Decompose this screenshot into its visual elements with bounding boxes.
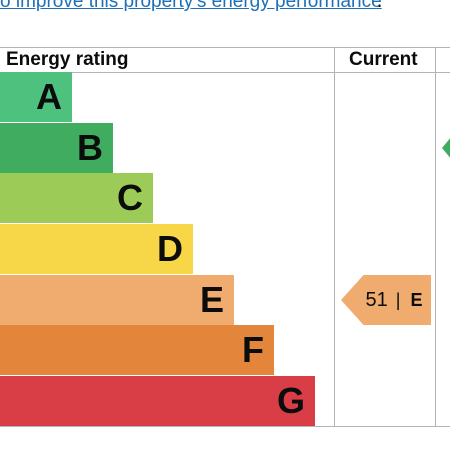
improve-energy-performance-link[interactable]: o improve this property's energy perform… xyxy=(0,0,382,12)
band-f-letter: F xyxy=(242,329,264,370)
potential-rating-arrow xyxy=(442,136,450,160)
table-bottom-border xyxy=(0,426,450,427)
link-trailing-period: . xyxy=(377,0,383,12)
band-b: B xyxy=(0,123,113,173)
band-e-letter: E xyxy=(199,279,224,320)
band-c-letter: C xyxy=(117,177,143,218)
header-bottom-border xyxy=(0,72,450,73)
band-g-letter: G xyxy=(276,380,305,421)
current-rating-arrow: 51 | E xyxy=(341,275,431,325)
band-d-letter: D xyxy=(157,228,183,269)
band-a: A xyxy=(0,72,72,122)
current-separator: | xyxy=(395,289,401,310)
band-a-letter: A xyxy=(36,76,62,117)
band-g: G xyxy=(0,376,315,426)
energy-rating-header: Energy rating xyxy=(6,49,129,70)
table-top-border xyxy=(0,47,450,48)
column-divider-potential xyxy=(435,47,436,427)
band-e: E xyxy=(0,275,234,325)
column-divider-current xyxy=(334,47,335,427)
current-score: 51 xyxy=(365,288,388,311)
band-f: F xyxy=(0,325,274,375)
band-d: D xyxy=(0,224,193,274)
band-b-letter: B xyxy=(77,127,103,168)
current-header: Current xyxy=(349,49,418,70)
band-c: C xyxy=(0,173,153,223)
current-band-letter: E xyxy=(410,289,423,310)
